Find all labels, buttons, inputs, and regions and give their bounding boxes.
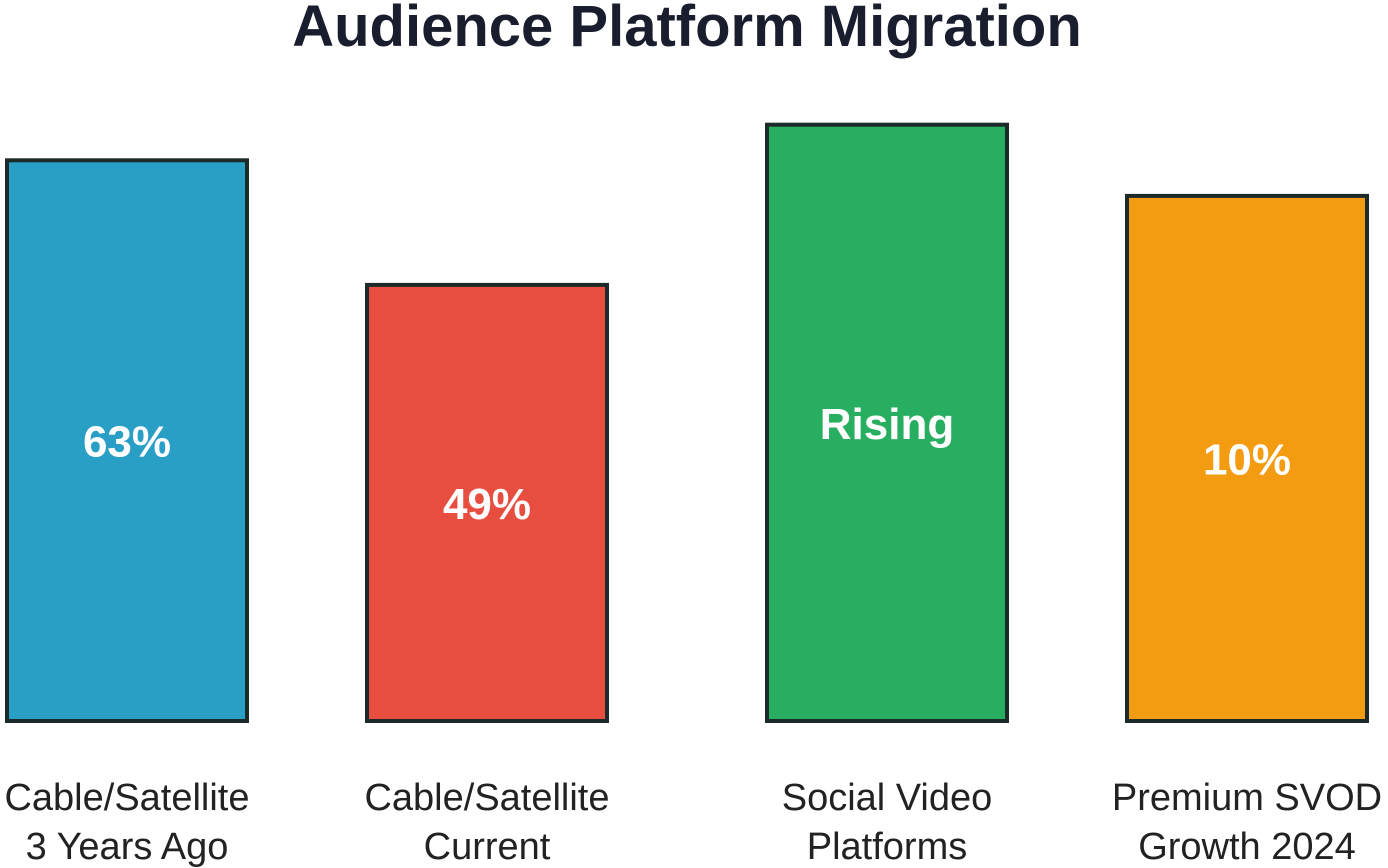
category-label-line: Premium SVOD bbox=[1112, 777, 1382, 819]
bar-1 bbox=[5, 158, 249, 724]
bar-value-label: 63% bbox=[83, 418, 171, 467]
bar-2 bbox=[365, 282, 609, 723]
category-labels: Cable/Satellite 3 Years Ago Cable/Satellit… bbox=[4, 777, 1382, 868]
category-label-line: Current bbox=[424, 826, 551, 868]
bar-value-labels: 63% 49% Rising 10% bbox=[83, 400, 1291, 529]
bar-value-label: 10% bbox=[1203, 435, 1291, 484]
category-label-line: 3 Years Ago bbox=[26, 826, 229, 868]
bar-3 bbox=[765, 122, 1009, 723]
bar-4 bbox=[1125, 193, 1369, 723]
chart-title: Audience Platform Migration bbox=[292, 0, 1082, 59]
bars-group bbox=[5, 122, 1369, 724]
category-label-line: Social Video bbox=[782, 777, 993, 819]
category-label-line: Cable/Satellite bbox=[4, 777, 249, 819]
category-label-line: Platforms bbox=[807, 826, 967, 868]
category-label-line: Growth 2024 bbox=[1138, 826, 1356, 868]
bar-value-label: 49% bbox=[443, 480, 531, 529]
category-label-line: Cable/Satellite bbox=[364, 777, 609, 819]
bar-value-label: Rising bbox=[820, 400, 954, 449]
